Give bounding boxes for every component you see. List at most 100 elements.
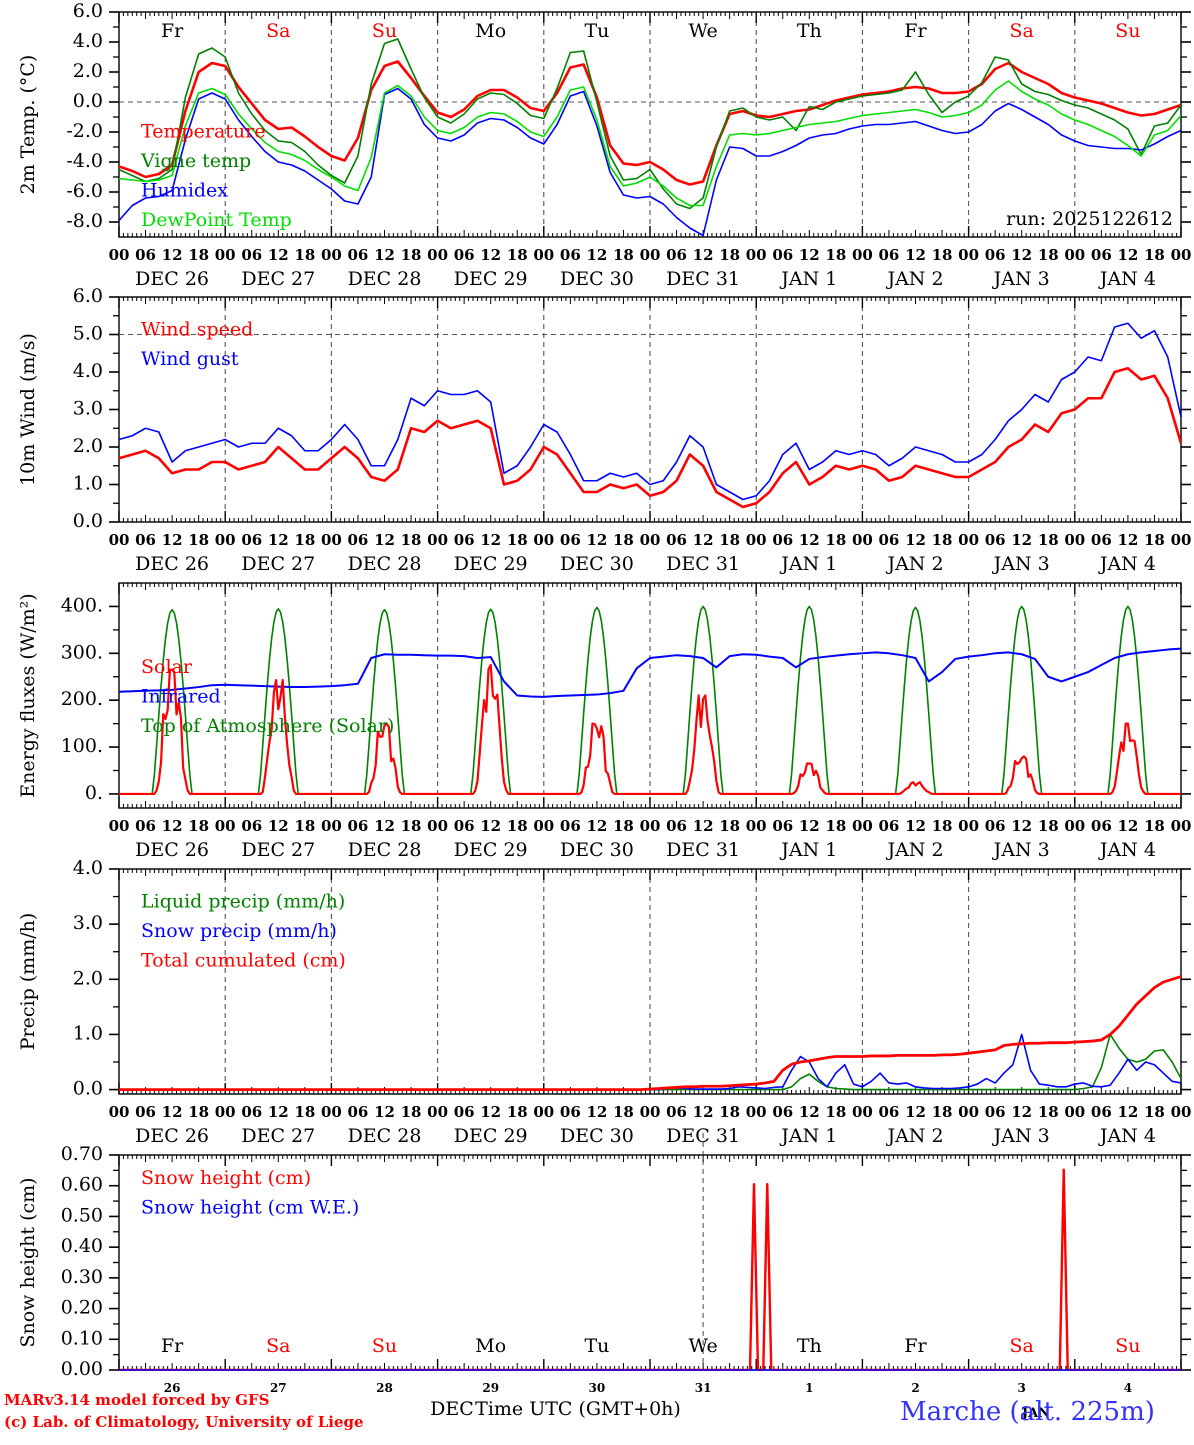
- hour-tick-label: 00: [1064, 817, 1085, 835]
- hour-tick-label: 06: [348, 817, 369, 835]
- hour-tick-label: 12: [905, 531, 926, 549]
- legend-item-dewpoint-temp: DewPoint Temp: [141, 209, 292, 231]
- weekday-label-2: Su: [372, 1335, 397, 1357]
- legend-item-top-of-atmosphere-solar: Top of Atmosphere (Solar): [141, 715, 394, 737]
- weekday-label-9: Su: [1115, 20, 1140, 42]
- day-number-5: 31: [695, 1381, 712, 1395]
- hour-tick-label: 00: [1171, 531, 1192, 549]
- hour-tick-label: 00: [109, 246, 130, 264]
- hour-tick-label: 06: [666, 817, 687, 835]
- hour-tick-label: 06: [560, 817, 581, 835]
- hour-tick-label: 12: [1011, 817, 1032, 835]
- day-number-6: 1: [805, 1381, 813, 1395]
- hour-tick-label: 12: [693, 246, 714, 264]
- day-label-9: JAN 4: [1098, 1125, 1156, 1147]
- y-tick-label: 300.: [61, 641, 103, 663]
- hour-tick-label: 12: [586, 817, 607, 835]
- y-tick-label: 0.70: [61, 1143, 103, 1165]
- hour-tick-label: 06: [560, 531, 581, 549]
- day-label-1: DEC 27: [241, 268, 315, 290]
- hour-tick-label: 12: [905, 817, 926, 835]
- day-label-2: DEC 28: [348, 1125, 422, 1147]
- hour-tick-label: 12: [1117, 531, 1138, 549]
- hour-tick-label: 12: [586, 531, 607, 549]
- y-tick-label: 6.0: [73, 0, 103, 22]
- series-wind-speed: [119, 366, 1181, 509]
- chart-temperature: -8.0 -6.0 -4.0 -2.0 0.0 2.0 4.0 6.0 2m Temp. (°C…: [17, 0, 1191, 290]
- hour-tick-label: 00: [321, 246, 342, 264]
- hour-tick-label: 12: [374, 246, 395, 264]
- hour-tick-label: 12: [586, 1103, 607, 1121]
- axis-top: [118, 583, 1182, 594]
- y-tick-label: 0.60: [61, 1174, 103, 1196]
- hour-tick-label: 06: [879, 1103, 900, 1121]
- hour-tick-label: 12: [799, 817, 820, 835]
- hour-tick-label: 00: [533, 817, 554, 835]
- chart-energy: 0. 100. 200. 300. 400. Energy fluxes (W/m²) So…: [17, 582, 1191, 861]
- hour-tick-label: 06: [348, 531, 369, 549]
- series-snow-height: [119, 1168, 1181, 1371]
- legend-item-snow-precip-mm-h: Snow precip (mm/h): [141, 920, 337, 942]
- hour-tick-label: 12: [1011, 1103, 1032, 1121]
- hour-tick-label: 00: [321, 531, 342, 549]
- y-tick-label: -2.0: [66, 120, 103, 142]
- weekday-label-7: Fr: [904, 1335, 927, 1357]
- hour-tick-label: 12: [1117, 1103, 1138, 1121]
- y-tick-label: 3.0: [73, 912, 103, 934]
- hour-tick-label: 00: [1064, 246, 1085, 264]
- hour-tick-label: 18: [825, 246, 846, 264]
- hour-tick-label: 06: [985, 531, 1006, 549]
- axis-top: [118, 1155, 1182, 1166]
- hour-tick-label: 12: [1011, 246, 1032, 264]
- day-label-5: DEC 31: [666, 268, 740, 290]
- series-group: [119, 605, 1181, 796]
- day-label-6: JAN 1: [779, 268, 837, 290]
- hour-tick-label: 18: [1144, 1103, 1165, 1121]
- axis-bottom: [118, 1359, 1182, 1370]
- hour-tick-label: 12: [480, 1103, 501, 1121]
- day-label-4: DEC 30: [560, 839, 634, 861]
- weekday-label-2: Su: [372, 20, 397, 42]
- hour-tick-label: 06: [560, 246, 581, 264]
- hour-tick-label: 18: [1144, 531, 1165, 549]
- hour-tick-label: 06: [241, 817, 262, 835]
- legend-item-snow-height-cm-w-e: Snow height (cm W.E.): [141, 1197, 359, 1219]
- hour-tick-label: 00: [746, 817, 767, 835]
- hour-tick-label: 12: [693, 817, 714, 835]
- legend-item-infrared: Infrared: [141, 686, 221, 708]
- hour-tick-label: 06: [135, 246, 156, 264]
- hour-tick-label: 12: [374, 1103, 395, 1121]
- hour-tick-label: 00: [640, 531, 661, 549]
- day-label-8: JAN 3: [992, 839, 1050, 861]
- series-temperature: [119, 60, 1181, 186]
- weekday-label-3: Mo: [475, 20, 506, 42]
- hour-tick-label: 18: [188, 531, 209, 549]
- y-tick-label: 0.30: [61, 1266, 103, 1288]
- hour-tick-label: 12: [268, 246, 289, 264]
- hour-tick-label: 00: [1171, 1103, 1192, 1121]
- hour-tick-label: 00: [321, 1103, 342, 1121]
- weekday-label-7: Fr: [904, 20, 927, 42]
- day-label-2: DEC 28: [348, 839, 422, 861]
- weekday-label-1: Sa: [266, 20, 290, 42]
- chart-precip: 0.0 1.0 2.0 3.0 4.0 Precip (mm/h) Liquid preci…: [17, 857, 1192, 1147]
- hour-tick-label: 12: [480, 531, 501, 549]
- series-group: [119, 38, 1181, 237]
- day-label-5: DEC 31: [666, 553, 740, 575]
- hour-tick-label: 18: [294, 246, 315, 264]
- footer-month-dec: DEC: [430, 1398, 474, 1420]
- hour-tick-label: 00: [1064, 531, 1085, 549]
- hour-tick-label: 00: [109, 531, 130, 549]
- y-tick-label: 0.20: [61, 1297, 103, 1319]
- hour-tick-label: 00: [215, 817, 236, 835]
- day-label-1: DEC 27: [241, 553, 315, 575]
- day-label-1: DEC 27: [241, 839, 315, 861]
- hour-tick-label: 12: [374, 817, 395, 835]
- hour-tick-label: 18: [613, 817, 634, 835]
- day-label-4: DEC 30: [560, 1125, 634, 1147]
- legend-item-humidex: Humidex: [141, 179, 228, 201]
- hour-tick-label: 00: [958, 817, 979, 835]
- hour-tick-label: 18: [719, 531, 740, 549]
- legend-item-total-cumulated-cm: Total cumulated (cm): [141, 950, 346, 972]
- hour-tick-label: 18: [719, 246, 740, 264]
